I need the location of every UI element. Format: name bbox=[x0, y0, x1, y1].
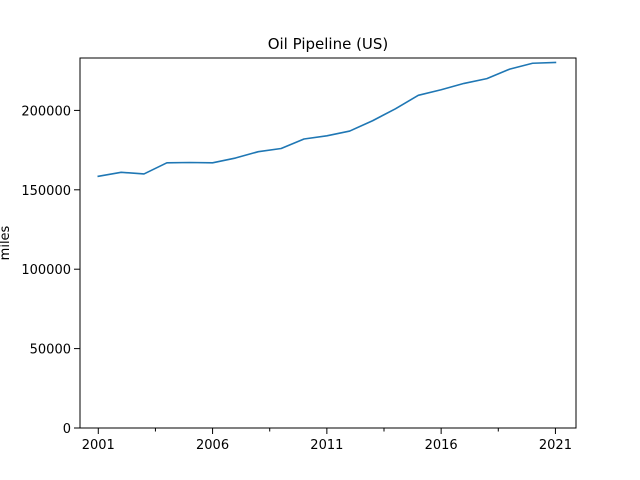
y-tick-label-100000: 100000 bbox=[21, 263, 71, 278]
y-tick-label-0: 0 bbox=[63, 422, 71, 437]
series-line-0 bbox=[97, 61, 557, 178]
y-axis: 0 50000 100000 150000 200000 bbox=[21, 104, 80, 437]
x-tick-label-2001: 2001 bbox=[82, 438, 115, 453]
x-tick-label-2021: 2021 bbox=[539, 438, 572, 453]
x-tick-label-2011: 2011 bbox=[310, 438, 343, 453]
x-axis: 2001 2006 2011 2016 2021 bbox=[82, 428, 572, 453]
chart-title: Oil Pipeline (US) bbox=[268, 35, 389, 53]
y-tick-label-150000: 150000 bbox=[21, 184, 71, 199]
x-tick-label-2006: 2006 bbox=[196, 438, 229, 453]
x-tick-label-2016: 2016 bbox=[425, 438, 458, 453]
plot-series bbox=[97, 61, 557, 178]
y-tick-label-200000: 200000 bbox=[21, 104, 71, 119]
y-axis-label: miles bbox=[0, 225, 13, 260]
plot-frame bbox=[79, 57, 577, 429]
y-tick-label-50000: 50000 bbox=[30, 343, 71, 358]
